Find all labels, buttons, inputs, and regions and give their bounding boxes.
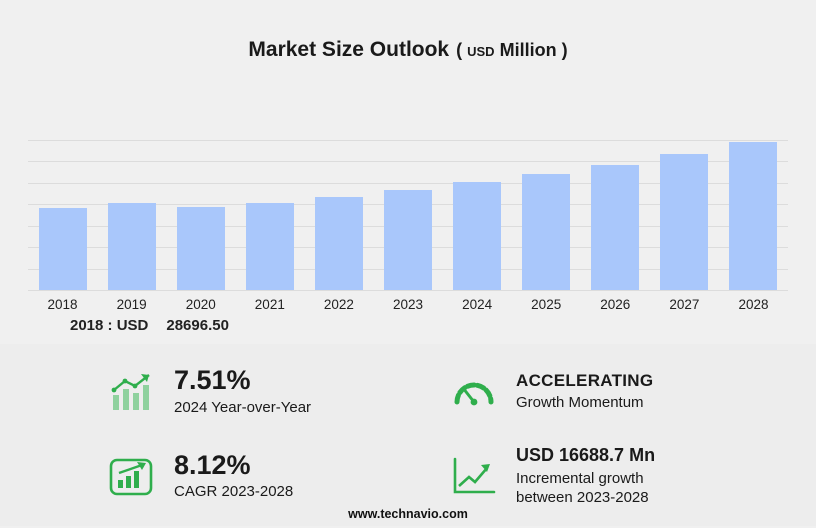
bar-2028 xyxy=(729,142,778,290)
bar-row xyxy=(28,140,788,290)
x-axis-labels: 2018 2019 2020 2021 2022 2023 2024 2025 2026 2027… xyxy=(28,297,788,312)
incremental-growth-label-line2: between 2023-2028 xyxy=(516,488,649,506)
x-axis-label-2025: 2025 xyxy=(531,297,562,312)
paren-close: ) xyxy=(561,40,568,60)
bar-2023 xyxy=(384,189,433,290)
bar-2019 xyxy=(107,202,156,290)
cagr-label: CAGR 2023-2028 xyxy=(174,483,294,501)
bar-slot xyxy=(373,140,442,290)
yoy-growth-value: 7.51% xyxy=(174,365,251,395)
bar-slot xyxy=(28,140,97,290)
x-axis-label-2024: 2024 xyxy=(462,297,493,312)
growth-momentum-value: ACCELERATING xyxy=(516,370,654,390)
bar-slot xyxy=(97,140,166,290)
bar-2025 xyxy=(522,174,571,290)
unit-currency: USD xyxy=(467,44,495,59)
x-axis-label-2022: 2022 xyxy=(323,297,354,312)
bar-2024 xyxy=(453,182,502,290)
grid-line xyxy=(28,290,788,291)
x-axis-label-2018: 2018 xyxy=(47,297,78,312)
growth-momentum-label: Growth Momentum xyxy=(516,394,644,412)
bar-chart xyxy=(28,140,788,291)
first-year-value-annotation: 2018 : USD 28696.50 xyxy=(70,317,816,334)
chart-title-unit: ( USD Million ) xyxy=(456,40,567,61)
bar-slot xyxy=(235,140,304,290)
x-axis-label-2020: 2020 xyxy=(185,297,216,312)
bar-slot xyxy=(650,140,719,290)
grid-line xyxy=(28,182,788,184)
stat-cagr: 8.12% CAGR 2023-2028 xyxy=(106,445,448,507)
bar-slot xyxy=(512,140,581,290)
x-axis-label-2026: 2026 xyxy=(600,297,631,312)
cagr-chart-icon xyxy=(106,455,158,497)
x-axis-label-2023: 2023 xyxy=(392,297,424,312)
x-axis-label-2019: 2019 xyxy=(116,297,147,312)
speedometer-icon xyxy=(448,372,500,412)
bar-2018 xyxy=(38,207,87,290)
x-axis-label-2021: 2021 xyxy=(254,297,285,312)
bar-2021 xyxy=(245,203,294,290)
x-axis-label-2028: 2028 xyxy=(738,297,769,312)
annotation-value: 28696.50 xyxy=(166,317,229,334)
bar-slot xyxy=(443,140,512,290)
stat-yoy-growth: 7.51% 2024 Year-over-Year xyxy=(106,365,448,417)
stat-incremental-growth: USD 16688.7 Mn Incremental growth betwee… xyxy=(448,445,786,507)
stats-panel: 7.51% 2024 Year-over-Year ACCELERATING G… xyxy=(0,344,816,526)
unit-scale: Million xyxy=(499,40,557,60)
bar-chart-growth-icon xyxy=(106,371,158,413)
bar-slot xyxy=(166,140,235,290)
annotation-label: 2018 : USD xyxy=(70,317,149,334)
cagr-value: 8.12% xyxy=(174,449,251,480)
grid-line xyxy=(28,140,788,141)
website-url: www.technavio.com xyxy=(348,507,468,521)
stat-growth-momentum: ACCELERATING Growth Momentum xyxy=(448,366,786,417)
yoy-growth-label: 2024 Year-over-Year xyxy=(174,398,312,416)
bar-slot xyxy=(304,140,373,290)
bar-2020 xyxy=(176,207,225,290)
incremental-growth-icon xyxy=(448,455,500,497)
x-axis-label-2027: 2027 xyxy=(669,297,700,312)
bar-2026 xyxy=(591,165,640,290)
chart-title: Market Size Outlook ( USD Million ) xyxy=(0,0,816,62)
paren-open: ( xyxy=(456,40,463,60)
bar-2022 xyxy=(314,197,363,290)
grid-line xyxy=(28,161,788,163)
incremental-growth-value: USD 16688.7 Mn xyxy=(516,445,656,466)
chart-title-text: Market Size Outlook xyxy=(248,38,450,61)
bar-slot xyxy=(581,140,650,290)
bar-slot xyxy=(719,140,788,290)
incremental-growth-label-line1: Incremental growth xyxy=(516,470,644,488)
bar-2027 xyxy=(660,153,709,290)
